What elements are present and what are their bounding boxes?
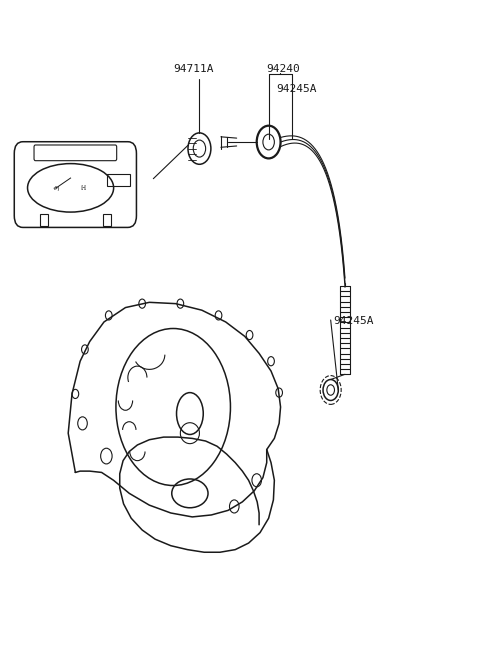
Bar [107,174,130,186]
Text: 94245A: 94245A [276,83,316,94]
Text: 94240: 94240 [266,64,300,74]
Text: 94711A: 94711A [173,64,214,74]
Bar [40,214,48,226]
Text: 94245A: 94245A [333,316,373,326]
Text: ℍ: ℍ [80,186,85,191]
Text: #): #) [52,186,60,191]
Bar [103,214,111,226]
